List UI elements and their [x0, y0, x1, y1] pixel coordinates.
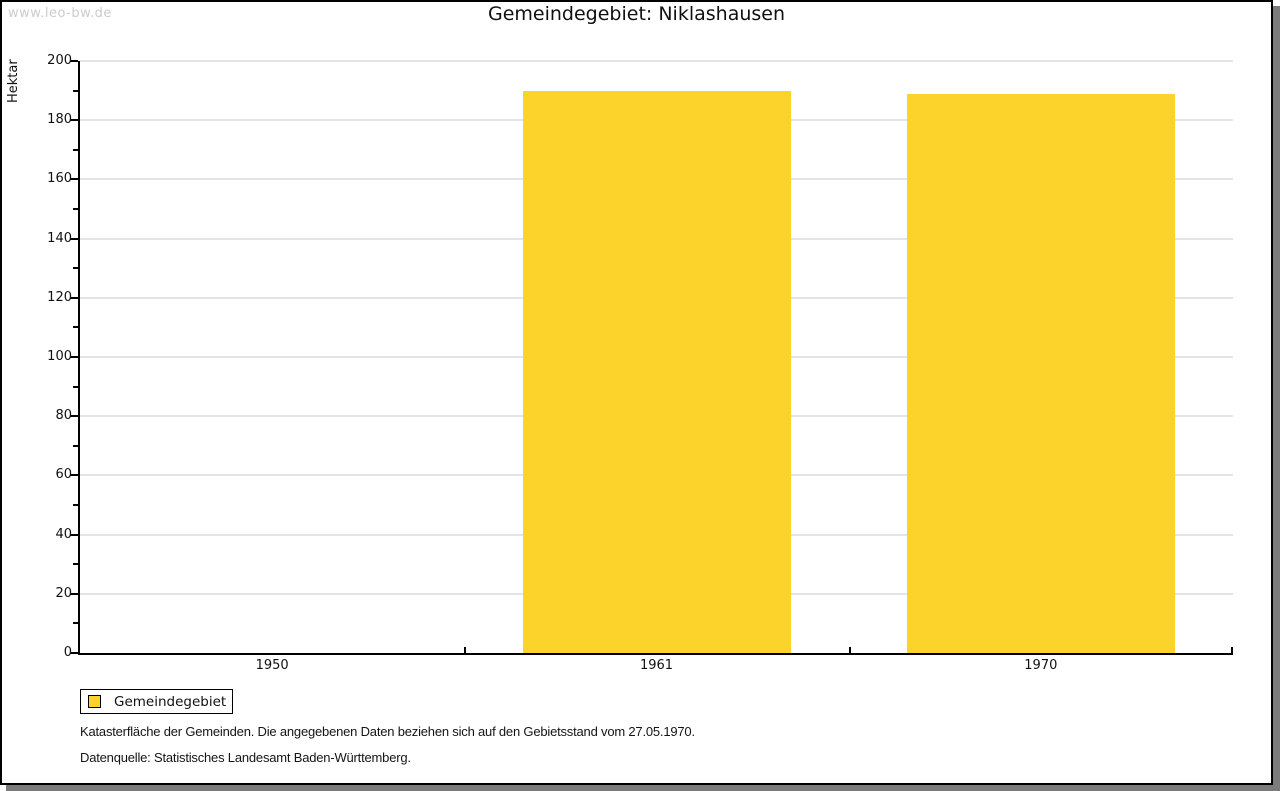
y-major-tick-160 [70, 178, 78, 181]
y-minor-tick-90 [73, 385, 78, 388]
y-major-tick-40 [70, 533, 78, 536]
y-minor-tick-170 [73, 148, 78, 151]
y-tick-label-40: 40 [55, 526, 72, 542]
y-tick-label-80: 80 [55, 408, 72, 424]
y-tick-label-100: 100 [47, 349, 72, 364]
y-minor-tick-150 [73, 208, 78, 210]
watermark-leo-bw: www.leo-bw.de [8, 6, 112, 21]
gridline-y-200 [80, 60, 1233, 62]
bar-gemeindegebiet-1970 [906, 93, 1175, 653]
y-major-tick-0 [70, 652, 78, 654]
y-major-tick-60 [70, 474, 78, 477]
footnote-datenquelle: Datenquelle: Statistisches Landesamt Bad… [80, 750, 411, 765]
x-category-label-1961: 1961 [639, 658, 674, 673]
y-minor-tick-50 [73, 504, 78, 506]
y-minor-tick-70 [73, 444, 78, 447]
y-minor-tick-30 [73, 563, 78, 566]
y-tick-label-140: 140 [47, 230, 72, 246]
footnote-kataster: Katasterfläche der Gemeinden. Die angege… [80, 724, 695, 739]
y-tick-label-180: 180 [47, 112, 72, 128]
y-major-tick-80 [70, 415, 78, 418]
legend-label: Gemeindegebiet [114, 693, 227, 710]
legend-box: Gemeindegebiet [80, 689, 233, 714]
y-minor-tick-190 [73, 89, 78, 92]
x-boundary-tick-1 [464, 647, 467, 653]
bar-gemeindegebiet-1961 [522, 90, 791, 653]
y-major-tick-200 [70, 60, 78, 62]
y-minor-tick-110 [73, 326, 78, 329]
y-tick-label-0: 0 [63, 645, 72, 660]
chart-title: Gemeindegebiet: Niklashausen [487, 3, 786, 25]
y-major-tick-120 [70, 296, 78, 299]
y-tick-label-60: 60 [55, 467, 72, 483]
legend-swatch-gemeindegebiet [88, 695, 101, 708]
y-tick-label-160: 160 [47, 171, 72, 187]
x-boundary-tick-2 [848, 647, 851, 653]
y-major-tick-140 [70, 237, 78, 240]
y-tick-label-120: 120 [47, 289, 72, 305]
x-boundary-tick-3 [1231, 647, 1233, 653]
y-minor-tick-130 [73, 267, 78, 270]
y-major-tick-100 [70, 356, 78, 358]
y-tick-label-20: 20 [55, 585, 72, 601]
plot-area: 0 20 40 60 80 100 120 140 160 180 200 1950 1961 1970 [47, 53, 1233, 673]
x-category-label-1950: 1950 [255, 658, 289, 673]
y-major-tick-20 [70, 592, 78, 595]
y-major-tick-180 [70, 119, 78, 122]
y-axis-label: Hektar [6, 59, 21, 103]
y-minor-tick-10 [73, 622, 78, 625]
x-category-label-1970: 1970 [1024, 658, 1058, 673]
y-tick-label-200: 200 [47, 53, 72, 68]
